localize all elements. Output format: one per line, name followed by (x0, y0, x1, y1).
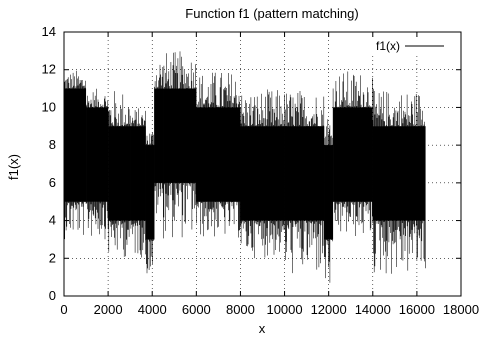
series-segment (129, 108, 146, 258)
x-tick-label: 12000 (311, 302, 347, 317)
series-segment (324, 119, 334, 283)
series-spikes (240, 89, 285, 259)
chart-title: Function f1 (pattern matching) (185, 6, 358, 21)
series-segment (85, 88, 109, 240)
series-segment (107, 91, 131, 257)
series-segment (240, 89, 285, 259)
x-tick-label: 0 (60, 302, 67, 317)
y-tick-label: 10 (42, 99, 56, 114)
x-axis-label: x (259, 321, 266, 336)
y-axis-label: f1(x) (6, 154, 21, 180)
series-spikes (163, 51, 197, 239)
series-core-band (196, 107, 241, 202)
series-spikes (372, 88, 426, 274)
series-segment (196, 72, 241, 238)
series-core-band (240, 126, 285, 221)
plot-frame (63, 31, 462, 297)
series-segment (284, 91, 325, 274)
series-spikes (284, 91, 325, 274)
y-tick-label: 12 (42, 62, 56, 77)
series-spikes (154, 64, 164, 214)
series-spikes (85, 88, 109, 240)
series-segment (332, 71, 373, 236)
series-segment (154, 64, 164, 214)
series-segment (372, 88, 426, 274)
y-tick-label: 4 (49, 213, 56, 228)
series-spikes (145, 132, 155, 274)
x-tick-label: 4000 (138, 302, 167, 317)
legend-label: f1(x) (376, 39, 400, 53)
series-spikes (324, 119, 333, 283)
y-tick-label: 6 (49, 175, 56, 190)
x-tick-label: 14000 (355, 302, 391, 317)
x-tick-label: 16000 (399, 302, 435, 317)
x-tick-label: 8000 (226, 302, 255, 317)
y-tick-label: 8 (49, 137, 56, 152)
y-tick-label: 0 (49, 288, 56, 303)
x-tick-label: 18000 (443, 302, 479, 317)
x-tick-label: 6000 (182, 302, 211, 317)
x-tick-label: 2000 (94, 302, 123, 317)
series-core-band (372, 126, 426, 221)
y-tick-label: 14 (42, 24, 56, 39)
series-segment (145, 132, 155, 274)
series-spikes (107, 91, 131, 257)
x-tick-label: 10000 (266, 302, 302, 317)
series-spikes (129, 108, 146, 258)
axis-ticks: 0 2000 4000 6000 8000 10000 12000 14000 16000 180… (42, 24, 480, 317)
y-tick-label: 2 (49, 250, 56, 265)
series-spikes (196, 72, 241, 238)
series-spikes (332, 71, 373, 236)
data-series (63, 51, 426, 283)
series-segment (163, 51, 197, 239)
legend: f1(x) (362, 38, 452, 54)
